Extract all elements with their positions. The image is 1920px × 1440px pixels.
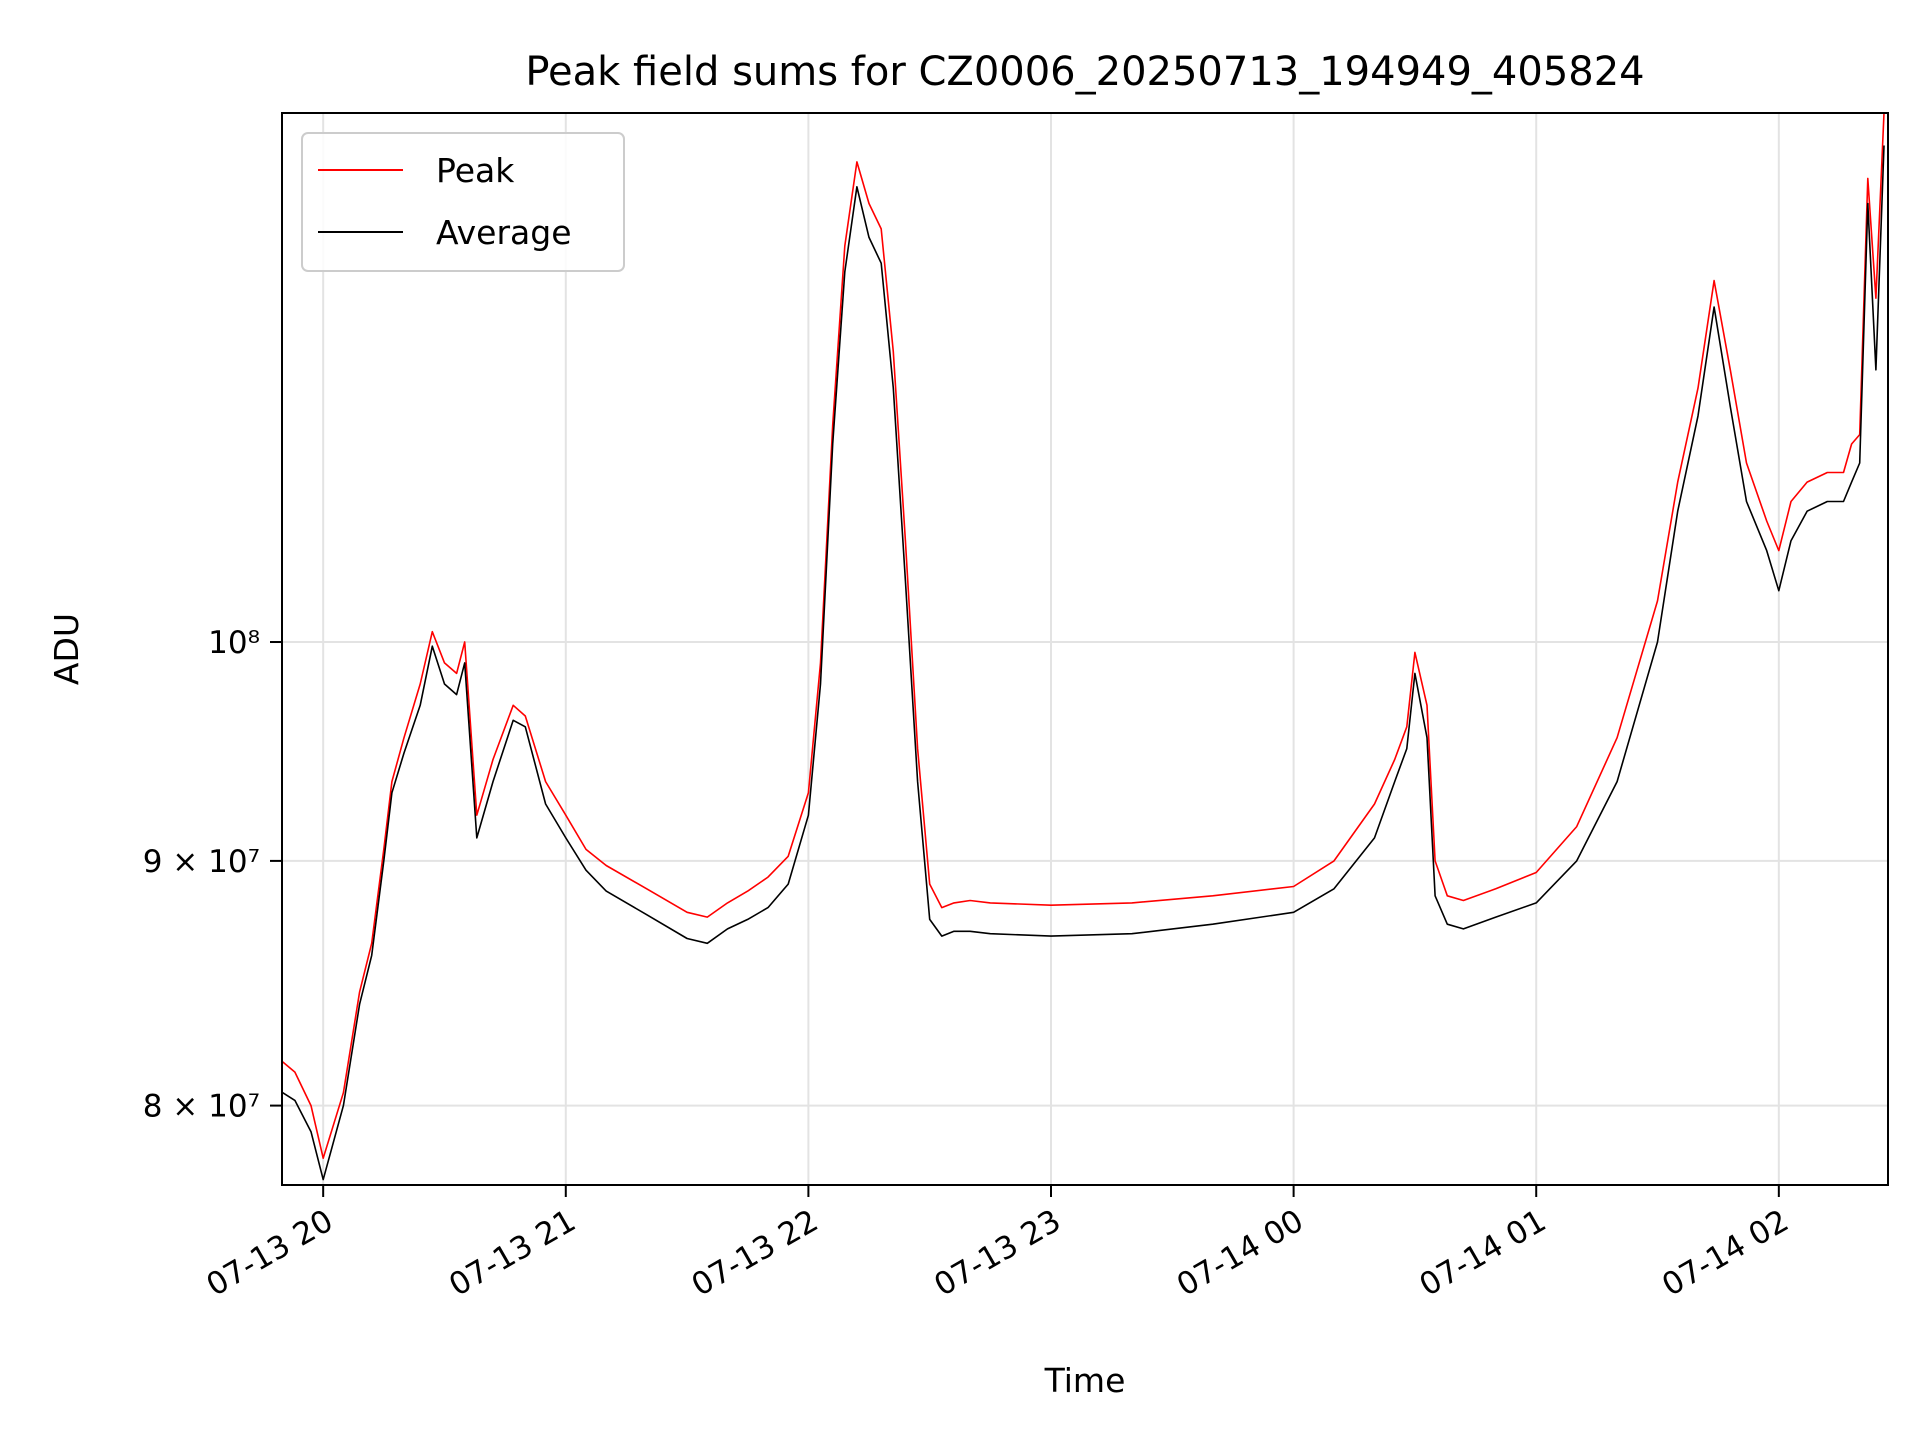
y-tick-label: 8 × 10⁷ [143,1089,260,1125]
series-line-average [282,145,1885,1181]
plot-frame [281,112,1889,1186]
grid [282,113,1888,1185]
series-line-peak [282,112,1885,1159]
legend: Peak Average [301,132,625,272]
plot-area [282,112,1885,1181]
legend-box [301,132,625,272]
x-axis-label: Time [1044,1361,1126,1400]
legend-label-average: Average [436,213,572,252]
y-axis-label: ADU [47,613,86,685]
legend-label-peak: Peak [436,151,515,190]
chart-title: Peak field sums for CZ0006_20250713_1949… [525,49,1644,95]
y-tick-label: 10⁸ [208,625,260,661]
y-tick-label: 9 × 10⁷ [143,844,260,880]
